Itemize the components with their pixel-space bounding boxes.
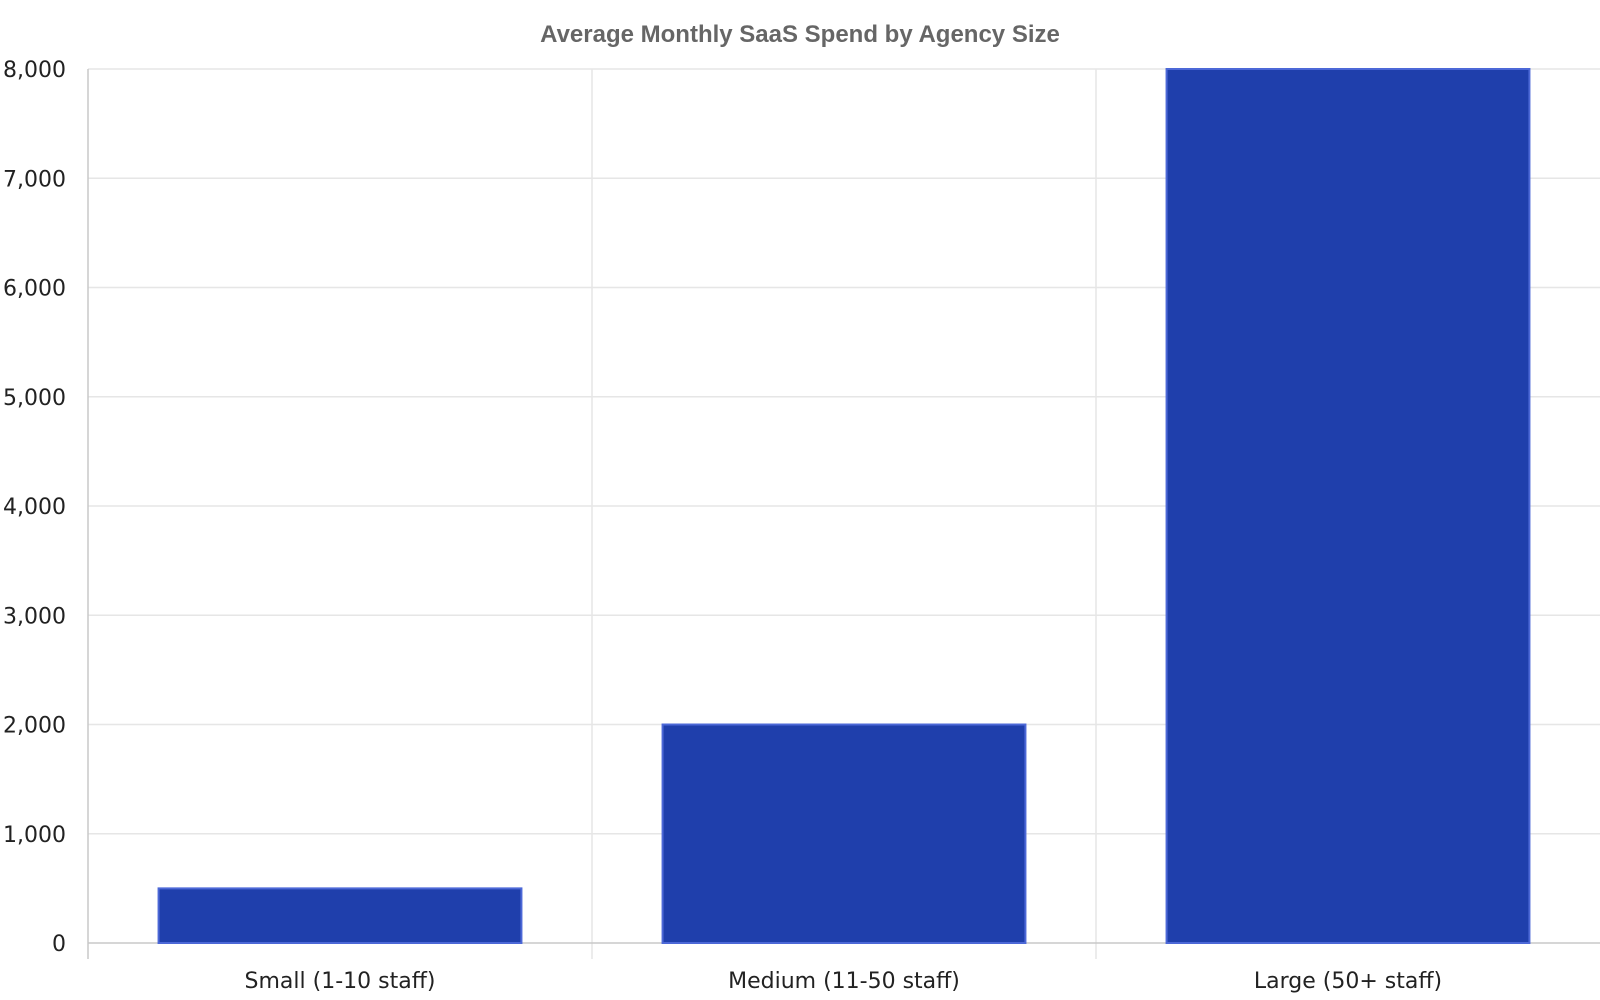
x-tick-label: Large (50+ staff) <box>1254 969 1442 994</box>
y-tick-label: 5,000 <box>3 386 66 411</box>
y-tick-label: 3,000 <box>3 604 66 629</box>
y-tick-label: 8,000 <box>3 58 66 83</box>
grid-lines <box>88 68 1600 959</box>
y-tick-label: 6,000 <box>3 277 66 302</box>
y-tick-label: 2,000 <box>3 714 66 739</box>
y-tick-label: 4,000 <box>3 495 66 520</box>
x-tick-labels: Small (1-10 staff) Medium (11-50 staff) La… <box>245 969 1443 994</box>
y-tick-label: 0 <box>52 932 66 957</box>
bars <box>157 68 1531 944</box>
x-tick-label: Medium (11-50 staff) <box>728 969 960 994</box>
bar <box>661 723 1027 944</box>
chart-title: Average Monthly SaaS Spend by Agency Siz… <box>540 21 1060 48</box>
y-tick-labels: 0 1,000 2,000 3,000 4,000 5,000 6,000 7,000 8,00… <box>3 58 66 957</box>
bar <box>1165 68 1531 944</box>
x-tick-label: Small (1-10 staff) <box>245 969 436 994</box>
y-tick-label: 1,000 <box>3 823 66 848</box>
y-tick-label: 7,000 <box>3 167 66 192</box>
bar <box>157 887 523 944</box>
